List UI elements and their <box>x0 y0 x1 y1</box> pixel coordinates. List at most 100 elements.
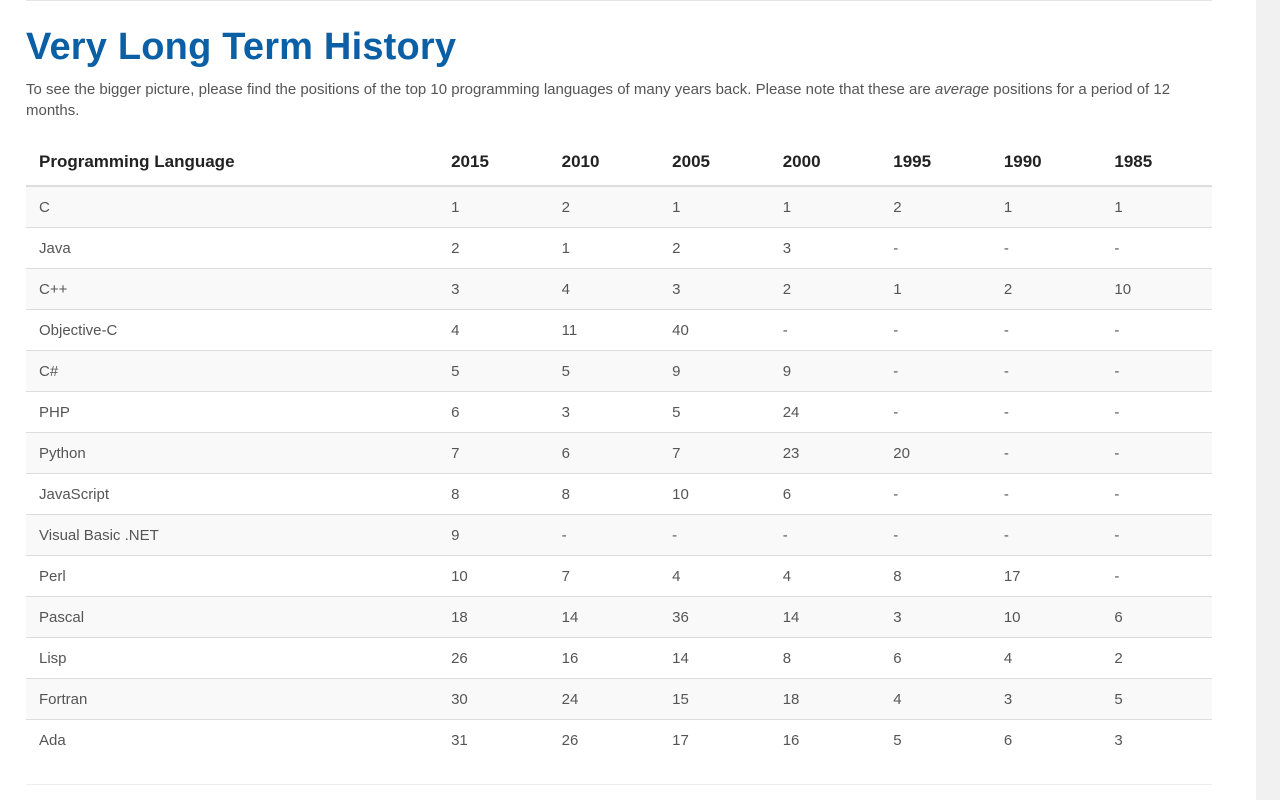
table-body: C 1 2 1 1 2 1 1 Java 2 1 2 3- - - C++ 3 4 3 2 1 2 10 Objective-… <box>26 186 1212 760</box>
language-name-cell: JavaScript <box>26 473 439 515</box>
rank-cell: 26 <box>438 637 549 679</box>
language-name-cell: Ada <box>26 719 439 760</box>
rank-cell: - <box>990 391 1102 433</box>
rank-cell: 2 <box>880 186 991 228</box>
rank-cell: - <box>1101 473 1212 515</box>
history-table: Programming Language 2015 2010 2005 2000 1995… <box>26 139 1212 760</box>
rank-cell: 8 <box>769 637 881 679</box>
rank-cell: 40 <box>659 309 770 351</box>
rank-cell: 18 <box>769 678 881 720</box>
rank-cell: 5 <box>438 350 549 392</box>
rank-cell: 3 <box>990 678 1102 720</box>
vertical-scrollbar[interactable] <box>1256 0 1280 800</box>
rank-cell: 8 <box>548 473 660 515</box>
language-name-cell: Python <box>26 432 439 474</box>
rank-cell: 3 <box>548 391 660 433</box>
rank-cell: 14 <box>659 637 770 679</box>
column-header-year: 1995 <box>880 139 991 187</box>
rank-cell: - <box>990 309 1102 351</box>
rank-cell: 15 <box>659 678 770 720</box>
language-name-cell: Lisp <box>26 637 439 679</box>
rank-cell: 26 <box>548 719 660 760</box>
rank-cell: 16 <box>769 719 881 760</box>
table-row: Lisp 26 16 14 8 6 4 2 <box>26 637 1212 679</box>
rank-cell: 2 <box>548 186 660 228</box>
rank-cell: 10 <box>1101 268 1212 310</box>
rank-cell: 10 <box>990 596 1102 638</box>
rank-cell: 17 <box>659 719 770 760</box>
table-row: Java 2 1 2 3- - - <box>26 227 1212 269</box>
rank-cell: 1 <box>880 268 991 310</box>
rank-cell: 4 <box>548 268 660 310</box>
rank-cell: 2 <box>1101 637 1212 679</box>
rank-cell: - <box>880 514 991 556</box>
rank-cell: - <box>1101 309 1212 351</box>
rank-cell: - <box>990 227 1102 269</box>
rank-cell: - <box>990 473 1102 515</box>
rank-cell: 6 <box>880 637 991 679</box>
rank-cell: 24 <box>548 678 660 720</box>
rank-cell: - <box>1101 391 1212 433</box>
table-row: Objective-C 4 11 40- - - - <box>26 309 1212 351</box>
table-row: Python 7 6 7 23 20- - <box>26 432 1212 474</box>
rank-cell: 7 <box>548 555 660 597</box>
rank-cell: 9 <box>659 350 770 392</box>
rank-cell: - <box>990 514 1102 556</box>
rank-cell: 5 <box>548 350 660 392</box>
language-name-cell: PHP <box>26 391 439 433</box>
column-header-year: 1990 <box>990 139 1102 187</box>
rank-cell: 23 <box>769 432 881 474</box>
rank-cell: - <box>1101 350 1212 392</box>
rank-cell: - <box>880 350 991 392</box>
rank-cell: 5 <box>659 391 770 433</box>
rank-cell: 10 <box>438 555 549 597</box>
bottom-divider <box>26 784 1212 785</box>
rank-cell: - <box>659 514 770 556</box>
rank-cell: 18 <box>438 596 549 638</box>
rank-cell: 4 <box>659 555 770 597</box>
rank-cell: 2 <box>769 268 881 310</box>
language-name-cell: C# <box>26 350 439 392</box>
rank-cell: 6 <box>1101 596 1212 638</box>
rank-cell: 1 <box>769 186 881 228</box>
table-row: C++ 3 4 3 2 1 2 10 <box>26 268 1212 310</box>
rank-cell: 14 <box>548 596 660 638</box>
column-header-year: 2005 <box>659 139 770 187</box>
rank-cell: - <box>990 350 1102 392</box>
table-row: Fortran 30 24 15 18 4 3 5 <box>26 678 1212 720</box>
rank-cell: - <box>1101 555 1212 597</box>
rank-cell: - <box>880 473 991 515</box>
rank-cell: 3 <box>659 268 770 310</box>
table-header: Programming Language 2015 2010 2005 2000 1995… <box>26 139 1212 187</box>
rank-cell: - <box>880 227 991 269</box>
table-row: Pascal 18 14 36 14 3 10 6 <box>26 596 1212 638</box>
rank-cell: 4 <box>769 555 881 597</box>
language-name-cell: Pascal <box>26 596 439 638</box>
rank-cell: 8 <box>438 473 549 515</box>
column-header-year: 2015 <box>438 139 549 187</box>
page-title: Very Long Term History <box>26 26 457 68</box>
rank-cell: 1 <box>438 186 549 228</box>
rank-cell: 9 <box>438 514 549 556</box>
rank-cell: - <box>1101 514 1212 556</box>
main-content: Very Long Term History To see the bigger… <box>26 0 1212 785</box>
rank-cell: - <box>1101 432 1212 474</box>
rank-cell: 20 <box>880 432 991 474</box>
rank-cell: 4 <box>438 309 549 351</box>
rank-cell: - <box>769 514 881 556</box>
rank-cell: 2 <box>659 227 770 269</box>
table-row: Visual Basic .NET 9- - - - - - <box>26 514 1212 556</box>
rank-cell: 30 <box>438 678 549 720</box>
table-row: JavaScript 8 8 10 6- - - <box>26 473 1212 515</box>
rank-cell: 9 <box>769 350 881 392</box>
language-name-cell: Fortran <box>26 678 439 720</box>
language-name-cell: Visual Basic .NET <box>26 514 439 556</box>
rank-cell: 7 <box>659 432 770 474</box>
rank-cell: 16 <box>548 637 660 679</box>
rank-cell: 1 <box>548 227 660 269</box>
rank-cell: 3 <box>880 596 991 638</box>
rank-cell: 7 <box>438 432 549 474</box>
rank-cell: - <box>990 432 1102 474</box>
